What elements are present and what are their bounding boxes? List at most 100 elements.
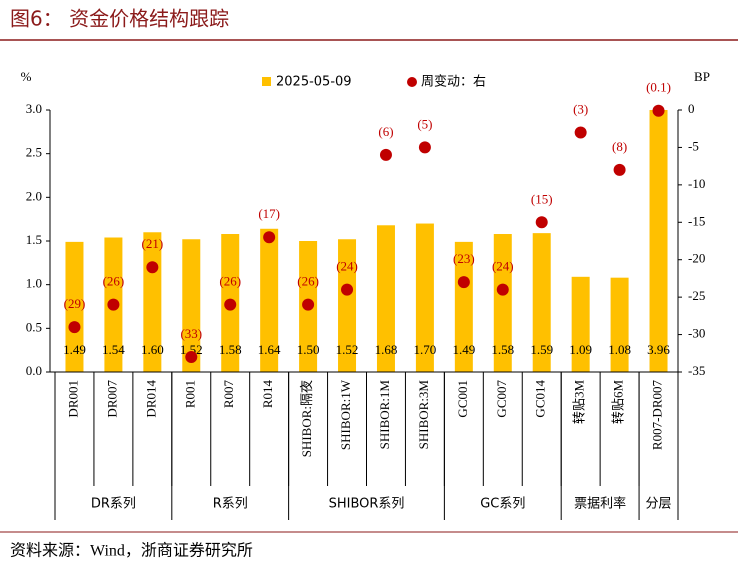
bar-value-label: 1.52 [180,342,203,357]
y2-tick-label: -20 [688,251,705,266]
dot [574,126,587,139]
bar-value-label: 1.58 [491,342,514,357]
bar-value-label: 1.08 [608,342,631,357]
bar [532,233,551,372]
y2-tick-label: -5 [688,138,699,153]
group-label: 分层 [646,497,672,512]
x-tick-label: GC007 [494,380,509,418]
source: 资料来源：Wind，浙商证券研究所 [10,542,253,560]
group-label: 票据利率 [574,496,626,512]
x-tick-label: SHIBOR:隔夜 [299,380,314,457]
y2-tick-label: 0 [688,101,695,116]
dot [107,298,120,311]
dot [341,283,354,296]
x-tick-label: SHIBOR:1W [338,379,353,450]
y-tick-label: 2.0 [26,188,42,203]
y-tick-label: 0.5 [26,319,42,334]
dot [68,321,81,334]
legend-swatch [262,77,271,86]
dot-value-label: (0.1) [646,80,671,95]
legend-label: 2025-05-09 [276,75,352,90]
bar-value-label: 1.59 [530,342,553,357]
x-tick-label: DR007 [104,380,119,418]
x-tick-label: R001 [182,380,197,408]
y2-tick-label: -25 [688,288,705,303]
bar-value-label: 1.52 [336,342,359,357]
bar-value-label: 1.50 [297,342,320,357]
legend-label: 周变动：右 [421,74,486,90]
dot-value-label: (17) [258,206,280,221]
dot-value-label: (33) [180,326,202,341]
bar-value-label: 1.58 [219,342,242,357]
plot-area [65,110,668,372]
y-axis-label: % [21,69,32,84]
y2-tick-label: -10 [688,176,705,191]
dot-value-label: (26) [219,274,241,289]
bar [610,277,629,372]
dot-value-label: (5) [417,116,432,131]
bar [571,276,590,372]
dot [418,141,431,154]
legend-swatch [407,77,417,87]
dot-value-label: (6) [378,124,393,139]
dot-value-label: (21) [142,236,164,251]
bar-value-label: 1.09 [569,342,592,357]
x-tick-label: SHIBOR:3M [416,380,431,450]
y-tick-label: 1.0 [26,276,42,291]
dot-value-label: (15) [531,191,553,206]
y2-tick-label: -35 [688,363,705,378]
x-tick-label: R014 [260,380,275,409]
dot [379,148,392,161]
bar-value-label: 1.60 [141,342,164,357]
bar [338,239,357,372]
group-label: GC系列 [480,497,525,512]
y2-tick-label: -30 [688,326,705,341]
dot [185,351,198,364]
bar-value-label: 3.96 [647,342,670,357]
y-tick-label: 0.0 [26,363,42,378]
dot-value-label: (8) [612,139,627,154]
bar-value-label: 1.49 [63,342,86,357]
dot [263,231,276,244]
y-tick-label: 3.0 [26,101,42,116]
dot-value-label: (29) [64,296,86,311]
dot-value-label: (26) [103,274,125,289]
bar-value-label: 1.70 [414,342,437,357]
x-tick-label: 转贴6M [611,380,626,425]
bar [415,223,434,372]
bar-value-label: 1.54 [102,342,125,357]
bar [649,110,668,372]
bar-value-label: 1.64 [258,342,281,357]
x-tick-label: R007 [221,380,236,409]
dot [652,104,665,117]
dot [613,163,626,176]
dot-value-label: (26) [297,274,319,289]
bar [65,241,84,372]
dot [457,276,470,289]
dot [535,216,548,229]
y2-axis-label: BP [694,69,710,84]
dot [146,261,159,274]
x-tick-label: GC001 [455,380,470,418]
dot-value-label: (24) [336,259,358,274]
y-tick-label: 1.5 [26,232,42,247]
dot-value-label: (24) [492,259,514,274]
dot [496,283,509,296]
y-tick-label: 2.5 [26,145,42,160]
bar [260,228,279,372]
dot-value-label: (23) [453,251,475,266]
chart-title: 图6： 资金价格结构跟踪 [10,7,229,31]
x-tick-label: DR001 [65,380,80,418]
y2-tick-label: -15 [688,213,705,228]
x-tick-label: DR014 [143,380,158,418]
x-tick-label: SHIBOR:1M [377,380,392,450]
x-tick-label: R007-DR007 [650,380,665,451]
dot [302,298,315,311]
bar [454,241,473,372]
group-label: SHIBOR系列 [329,497,405,512]
group-label: R系列 [213,497,248,512]
bar-value-label: 1.68 [375,342,398,357]
bar [376,225,395,372]
